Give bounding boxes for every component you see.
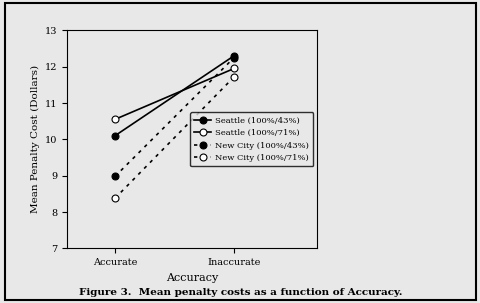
Seattle (100%/71%) [231,67,237,70]
New City (100%/71%) [112,196,118,200]
Legend: Seattle (100%/43%), Seattle (100%/71%), New City (100%/43%), New City (100%/71%): Seattle (100%/43%), Seattle (100%/71%), … [190,112,312,166]
X-axis label: Accuracy: Accuracy [166,273,218,283]
New City (100%/71%) [231,75,237,79]
New City (100%/43%) [112,175,118,178]
Line: New City (100%/43%): New City (100%/43%) [111,54,237,180]
Line: Seattle (100%/43%): Seattle (100%/43%) [111,52,237,139]
Text: Figure 3.  Mean penalty costs as a function of Accuracy.: Figure 3. Mean penalty costs as a functi… [79,288,401,297]
Seattle (100%/71%) [112,118,118,121]
Seattle (100%/43%) [231,54,237,58]
Line: New City (100%/71%): New City (100%/71%) [111,73,237,202]
Line: Seattle (100%/71%): Seattle (100%/71%) [111,65,237,123]
Seattle (100%/43%) [112,134,118,138]
New City (100%/43%) [231,56,237,59]
Y-axis label: Mean Penalty Cost (Dollars): Mean Penalty Cost (Dollars) [30,65,39,213]
